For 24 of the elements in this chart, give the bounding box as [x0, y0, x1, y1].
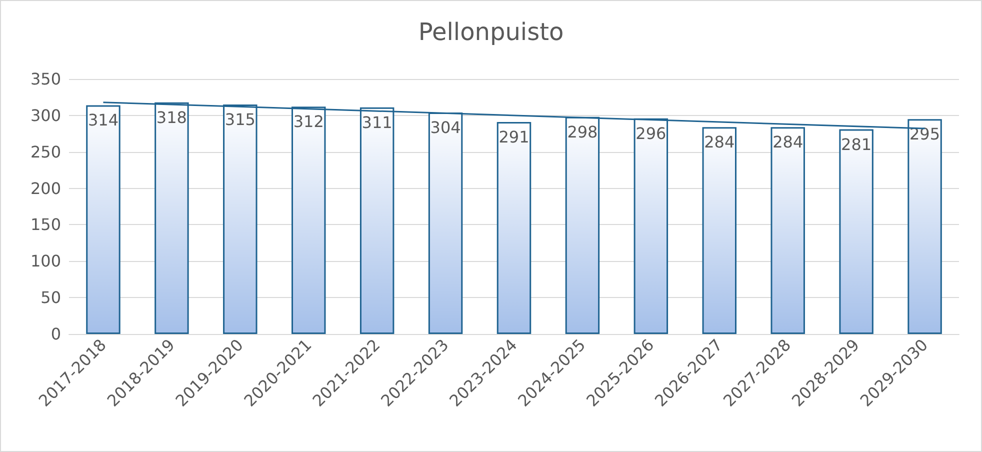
data-label: 284: [704, 132, 735, 152]
y-tick-label: 0: [50, 324, 61, 344]
data-label: 298: [567, 122, 598, 142]
bar: [702, 127, 736, 334]
data-label: 311: [362, 112, 392, 132]
data-label: 312: [293, 112, 324, 132]
y-tick-label: 250: [30, 142, 61, 162]
data-label: 315: [224, 110, 256, 129]
data-label: 284: [772, 132, 804, 152]
y-tick-label: 100: [30, 252, 61, 271]
data-label: 291: [498, 127, 530, 146]
y-tick-label: 300: [30, 106, 61, 125]
y-tick-label: 350: [30, 70, 61, 88]
bar: [496, 122, 532, 334]
data-label: 314: [88, 110, 119, 130]
data-label: 296: [636, 124, 666, 143]
y-tick-label: 50: [40, 288, 61, 308]
y-tick-label: 150: [30, 215, 61, 234]
y-tick-label: 200: [30, 178, 61, 198]
data-label: 281: [841, 134, 872, 154]
data-label: 318: [156, 108, 187, 127]
bar: [839, 129, 874, 334]
data-label: 304: [430, 118, 461, 138]
chart-title: Pellonpuisto: [418, 18, 564, 46]
